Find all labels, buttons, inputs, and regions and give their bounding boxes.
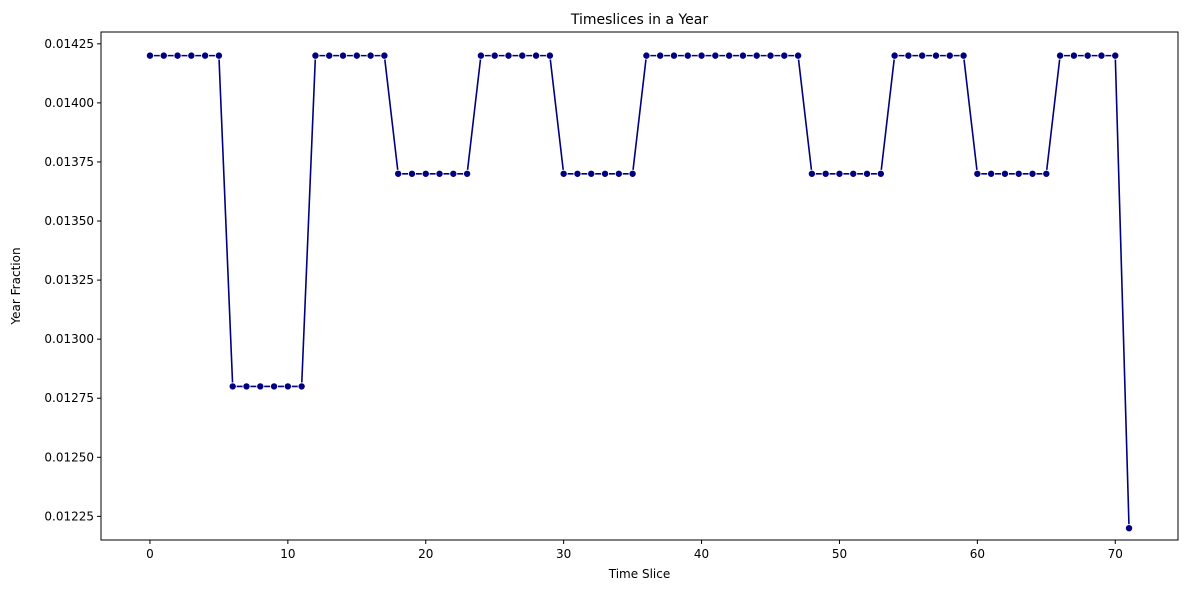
data-point <box>904 51 913 60</box>
x-tick-label: 0 <box>146 547 154 561</box>
series-layer <box>145 51 1134 533</box>
plot-frame <box>100 31 1179 541</box>
data-point <box>242 382 251 391</box>
data-point <box>1042 169 1051 178</box>
data-point <box>587 169 596 178</box>
y-tick-label: 0.01300 <box>44 332 94 346</box>
y-axis-title: Year Fraction <box>9 247 23 325</box>
data-point <box>325 51 334 60</box>
x-tick-label: 60 <box>970 547 985 561</box>
data-point <box>669 51 678 60</box>
data-point <box>283 382 292 391</box>
x-tick-label: 70 <box>1108 547 1123 561</box>
data-point <box>959 51 968 60</box>
data-point <box>173 51 182 60</box>
data-point <box>697 51 706 60</box>
x-tick-label: 40 <box>694 547 709 561</box>
data-point <box>545 51 554 60</box>
data-point <box>449 169 458 178</box>
data-point <box>1000 169 1009 178</box>
data-point <box>559 169 568 178</box>
y-tick-label: 0.01275 <box>44 391 94 405</box>
y-tick-label: 0.01375 <box>44 155 94 169</box>
y-tick-label: 0.01325 <box>44 273 94 287</box>
x-axis-title: Time Slice <box>608 567 670 581</box>
y-tick-label: 0.01425 <box>44 37 94 51</box>
data-point <box>201 51 210 60</box>
data-point <box>628 169 637 178</box>
data-point <box>518 51 527 60</box>
data-point <box>918 51 927 60</box>
data-point <box>780 51 789 60</box>
x-tick-label: 30 <box>556 547 571 561</box>
data-point <box>835 169 844 178</box>
data-point <box>725 51 734 60</box>
data-point <box>504 51 513 60</box>
x-tick-label: 50 <box>832 547 847 561</box>
y-tick-label: 0.01350 <box>44 214 94 228</box>
data-point <box>421 169 430 178</box>
data-point <box>532 51 541 60</box>
y-tick-label: 0.01400 <box>44 96 94 110</box>
data-point <box>573 169 582 178</box>
data-point <box>931 51 940 60</box>
x-tick-label: 10 <box>280 547 295 561</box>
data-point <box>738 51 747 60</box>
data-point <box>1069 51 1078 60</box>
data-point <box>270 382 279 391</box>
data-point <box>145 51 154 60</box>
data-point <box>366 51 375 60</box>
chart-title: Timeslices in a Year <box>570 12 709 28</box>
data-point <box>476 51 485 60</box>
data-point <box>1028 169 1037 178</box>
data-point <box>849 169 858 178</box>
y-tick-label: 0.01225 <box>44 509 94 523</box>
data-point <box>890 51 899 60</box>
data-point <box>435 169 444 178</box>
data-point <box>394 169 403 178</box>
data-point <box>297 382 306 391</box>
data-point <box>601 169 610 178</box>
data-point <box>339 51 348 60</box>
axes-layer: 0 10 20 30 40 50 60 70 0.01225 0.01250 0.01275 0.01… <box>44 37 1123 561</box>
data-point <box>642 51 651 60</box>
x-tick-label: 20 <box>418 547 433 561</box>
data-point <box>807 169 816 178</box>
data-point <box>1056 51 1065 60</box>
data-point <box>752 51 761 60</box>
data-point <box>490 51 499 60</box>
data-point <box>656 51 665 60</box>
data-point <box>987 169 996 178</box>
data-point <box>311 51 320 60</box>
data-point <box>614 169 623 178</box>
data-point <box>228 382 237 391</box>
data-point <box>766 51 775 60</box>
data-point <box>352 51 361 60</box>
data-point <box>407 169 416 178</box>
data-point <box>159 51 168 60</box>
data-point <box>794 51 803 60</box>
data-point <box>1014 169 1023 178</box>
data-point <box>1097 51 1106 60</box>
data-point <box>214 51 223 60</box>
series-line <box>149 54 1130 529</box>
data-point <box>821 169 830 178</box>
data-point <box>945 51 954 60</box>
data-point <box>711 51 720 60</box>
data-point <box>683 51 692 60</box>
data-point <box>1083 51 1092 60</box>
data-point <box>863 169 872 178</box>
data-point <box>1111 51 1120 60</box>
data-point <box>876 169 885 178</box>
data-point <box>256 382 265 391</box>
data-point <box>187 51 196 60</box>
data-point <box>1125 524 1134 533</box>
y-tick-label: 0.01250 <box>44 450 94 464</box>
data-point <box>380 51 389 60</box>
data-point <box>973 169 982 178</box>
data-point <box>463 169 472 178</box>
